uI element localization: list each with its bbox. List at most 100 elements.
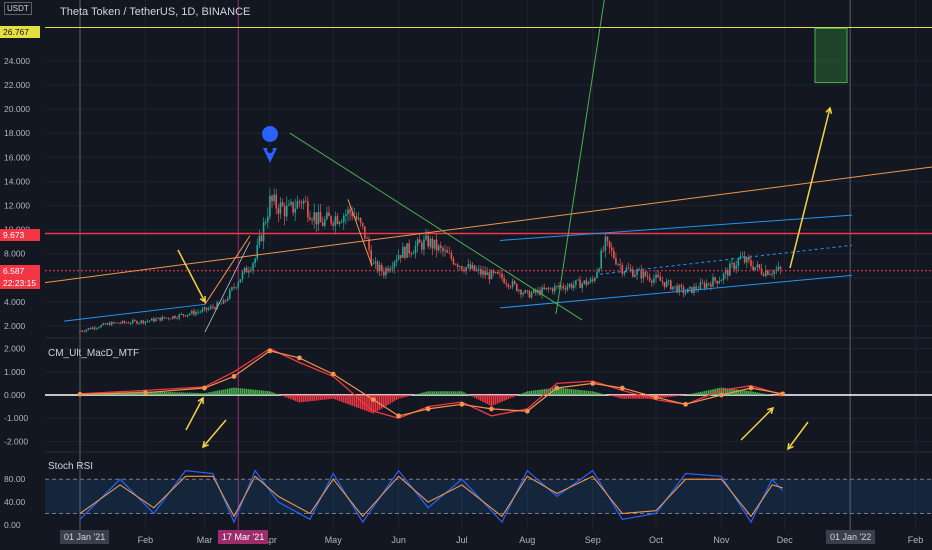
macd-histogram-bar	[243, 388, 246, 395]
x-tick-label: Dec	[777, 535, 794, 545]
candle-body	[104, 323, 107, 325]
candle-body	[570, 284, 573, 288]
macd-histogram-bar	[302, 395, 305, 402]
macd-histogram-bar	[625, 395, 628, 399]
candle-body	[127, 322, 130, 324]
candle-body	[140, 320, 142, 323]
currency-label[interactable]: USDT	[4, 2, 32, 15]
candle-body	[332, 223, 334, 226]
candle-body	[138, 322, 140, 324]
candle-body	[591, 279, 594, 281]
macd-histogram-bar	[549, 388, 552, 395]
x-tick-label: Jun	[391, 535, 406, 545]
macd-histogram-bar	[370, 395, 372, 413]
macd-cross-dot	[143, 390, 148, 396]
macd-histogram-bar	[509, 395, 512, 399]
candle-body	[226, 298, 229, 301]
candle-body	[115, 322, 117, 324]
macd-histogram-bar	[735, 389, 738, 395]
candle-body	[589, 279, 592, 283]
candle-body	[585, 280, 588, 285]
candle-body	[210, 306, 212, 309]
candle-body	[100, 325, 102, 328]
resistance-price-tag: 9.673	[0, 229, 40, 241]
candle-body	[374, 261, 377, 264]
macd-histogram-bar	[507, 395, 510, 400]
candle-body	[665, 281, 668, 287]
macd-histogram-bar	[300, 395, 303, 403]
macd-histogram-bar	[357, 395, 360, 409]
macd-histogram-bar	[414, 394, 417, 395]
candle-body	[361, 222, 364, 227]
x-start-tag: 01 Jan '21	[60, 530, 110, 544]
macd-histogram-bar	[323, 395, 326, 400]
candle-body	[197, 311, 199, 313]
macd-histogram-bar	[338, 395, 341, 402]
candle-body	[357, 217, 360, 220]
stoch-d-line	[79, 475, 783, 518]
macd-histogram-bar	[777, 395, 780, 397]
candle-body	[511, 281, 514, 287]
macd-histogram-bar	[587, 390, 590, 395]
candle-body	[264, 222, 267, 224]
macd-histogram-bar	[326, 395, 328, 400]
candle-body	[262, 222, 265, 241]
macd-histogram-bar	[214, 391, 216, 395]
candle-body	[146, 321, 149, 322]
macd-histogram-bar	[319, 395, 322, 401]
candle-body	[644, 271, 647, 277]
macd-histogram-bar	[321, 395, 324, 400]
breakout-line	[204, 235, 251, 305]
macd-histogram-bar	[332, 395, 334, 399]
candle-body	[131, 320, 134, 324]
macd-title[interactable]: CM_Ult_MacD_MTF	[48, 348, 140, 359]
candle-body	[376, 261, 379, 272]
candle-body	[389, 268, 391, 272]
macd-cross-dot	[370, 397, 376, 403]
candle-body	[551, 288, 554, 292]
macd-histogram-bar	[712, 389, 714, 395]
candle-body	[85, 329, 88, 332]
channel-upper	[499, 214, 853, 241]
macd-histogram-bar	[309, 395, 311, 402]
macd-histogram-bar	[642, 395, 645, 399]
macd-histogram-bar	[610, 395, 613, 397]
macd-histogram-bar	[752, 391, 754, 395]
candle-body	[163, 316, 166, 319]
candle-body	[767, 270, 769, 275]
candle-body	[448, 252, 451, 254]
candle-body	[182, 314, 185, 316]
macd-histogram-bar	[530, 390, 533, 395]
macd-cross-dot	[267, 348, 273, 354]
macd-histogram-bar	[387, 395, 389, 405]
candle-body	[383, 271, 385, 276]
candle-body	[613, 250, 615, 259]
candle-body	[167, 317, 170, 319]
stoch-title[interactable]: Stoch RSI	[48, 461, 94, 472]
candle-body	[106, 323, 109, 325]
candle-body	[771, 274, 773, 275]
candle-body	[714, 277, 716, 281]
candle-body	[657, 274, 659, 277]
candle-body	[695, 286, 697, 290]
candle-body	[136, 320, 138, 324]
candle-body	[703, 283, 706, 288]
candle-body	[494, 272, 497, 273]
macd-histogram-bar	[334, 395, 337, 400]
macd-histogram-bar	[594, 391, 596, 395]
stoch-y-tick-label: 40.00	[4, 497, 26, 507]
macd-histogram-bar	[547, 388, 550, 395]
macd-histogram-bar	[224, 389, 227, 395]
candle-body	[207, 308, 210, 310]
candle-body	[674, 285, 676, 287]
candle-body	[558, 285, 560, 288]
candle-body	[541, 287, 543, 295]
candle-body	[465, 267, 467, 272]
candle-body	[678, 285, 681, 293]
candle-body	[712, 277, 714, 287]
macd-histogram-bar	[596, 392, 598, 395]
macd-histogram-bar	[779, 395, 782, 397]
macd-histogram-bar	[602, 393, 605, 395]
macd-histogram-bar	[537, 389, 539, 395]
